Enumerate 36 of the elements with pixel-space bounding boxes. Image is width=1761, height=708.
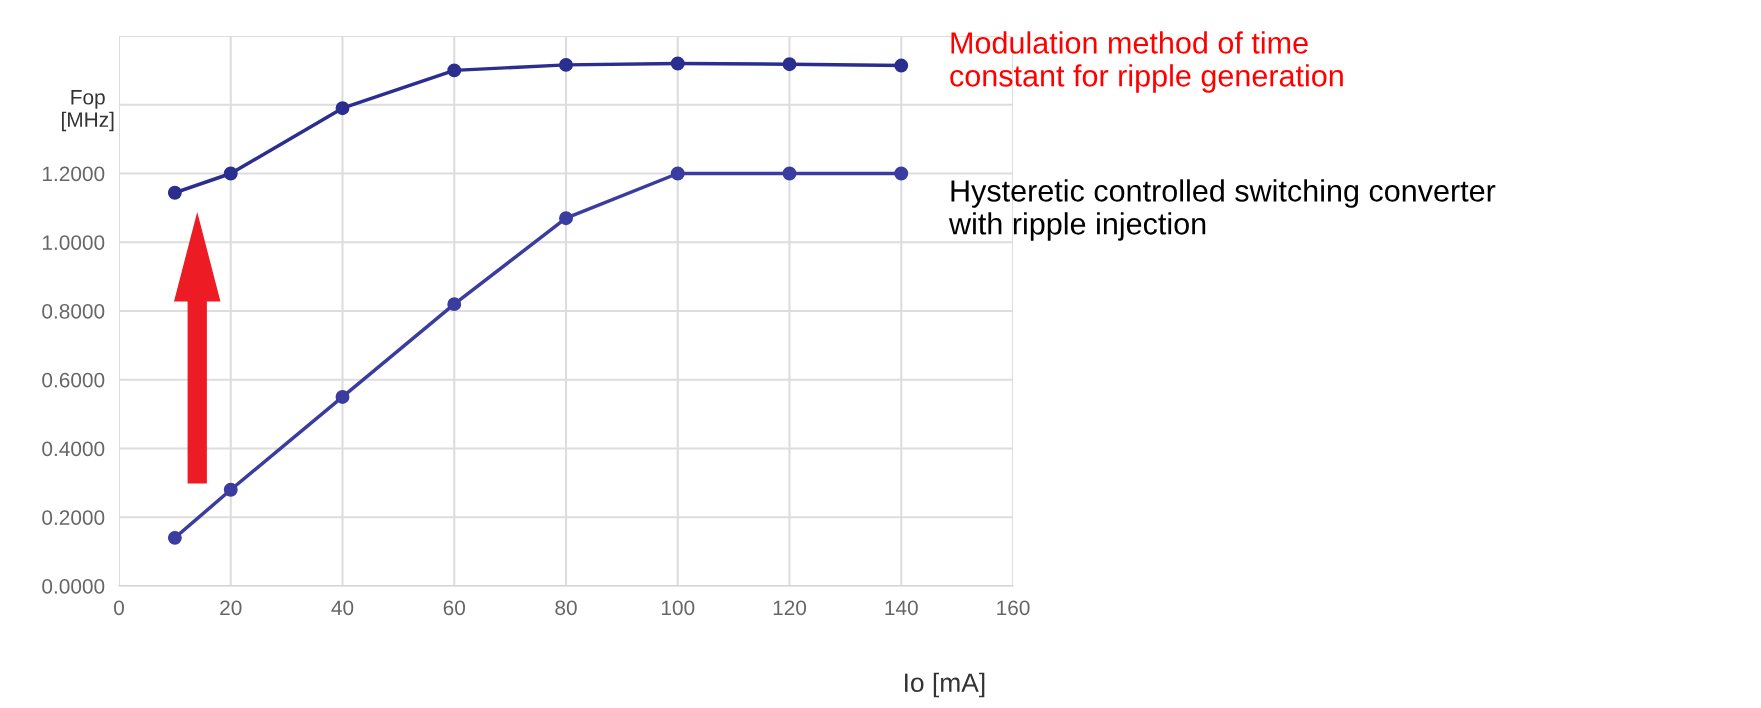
x-tick-label: 160 xyxy=(997,600,1030,616)
x-tick-label: 20 xyxy=(220,600,242,616)
x-tick-label: 40 xyxy=(331,600,354,616)
point xyxy=(335,389,350,404)
point xyxy=(167,185,182,200)
x-tick-label: 120 xyxy=(773,600,807,616)
y-tick-label: 0.8000 xyxy=(42,304,105,319)
point xyxy=(223,482,238,497)
point xyxy=(223,166,238,181)
point xyxy=(670,166,685,181)
x-tick-label: 80 xyxy=(555,600,577,616)
y-tick-label: 0.6000 xyxy=(42,372,105,388)
point xyxy=(782,166,797,181)
point xyxy=(447,297,462,312)
point xyxy=(670,56,685,71)
x-tick-label: 60 xyxy=(443,600,466,616)
y-tick-label: 0.0000 xyxy=(42,579,105,594)
point xyxy=(559,211,573,226)
x-axis-title: Io [mA] xyxy=(905,672,985,698)
annotation: Hysteretic controlled switching converter with ripple injection xyxy=(948,179,1496,241)
point xyxy=(335,101,350,116)
x-tick-label: 140 xyxy=(885,600,918,616)
y-tick-label: 0.2000 xyxy=(42,510,105,525)
point xyxy=(782,57,797,72)
point xyxy=(167,530,182,545)
y-tick-label: 0.4000 xyxy=(42,441,105,457)
y-axis-title: Fop [MHz] xyxy=(62,90,114,132)
point xyxy=(894,58,909,73)
x-tick-label: 0 xyxy=(114,600,124,616)
y-tick-label: 1.0000 xyxy=(42,235,105,250)
y-tick-label: 1.2000 xyxy=(42,166,105,182)
x-tick-label: 100 xyxy=(661,600,695,616)
annotation: Modulation method of time constant for ripple generation xyxy=(950,31,1343,93)
point xyxy=(447,63,462,78)
point xyxy=(894,166,909,181)
point xyxy=(559,57,573,72)
